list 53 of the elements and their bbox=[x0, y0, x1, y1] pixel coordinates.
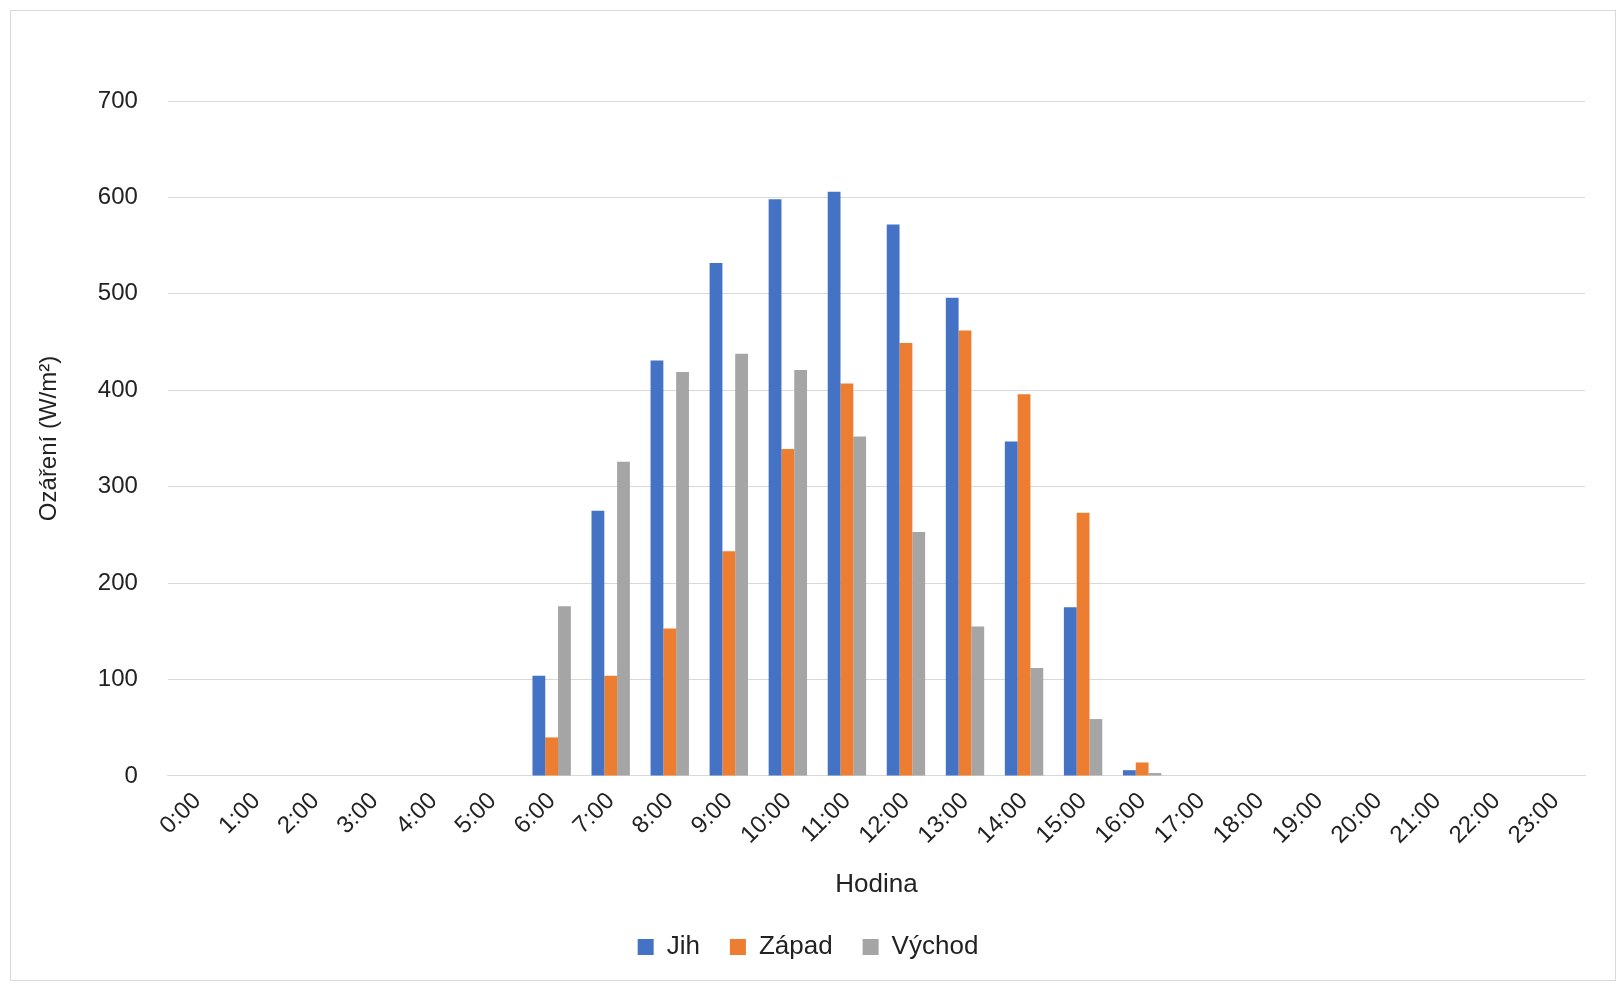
y-tick-label: 100 bbox=[97, 664, 138, 692]
x-axis-title: Hodina bbox=[835, 867, 919, 898]
y-tick-label: 0 bbox=[124, 760, 138, 788]
y-tick-label: 200 bbox=[97, 567, 138, 595]
x-tick-label: 6:00 bbox=[507, 786, 560, 839]
bar bbox=[676, 371, 689, 776]
x-tick-label: 5:00 bbox=[448, 786, 501, 839]
x-tick-label: 7:00 bbox=[566, 786, 619, 839]
bar bbox=[1122, 770, 1136, 776]
bar bbox=[1004, 441, 1018, 776]
y-tick-label: 300 bbox=[97, 471, 138, 499]
bar bbox=[781, 449, 795, 776]
y-tick-label: 500 bbox=[97, 278, 138, 306]
bar bbox=[709, 262, 723, 776]
bar bbox=[1030, 667, 1044, 776]
bar bbox=[971, 626, 985, 776]
bar bbox=[827, 191, 841, 776]
bar bbox=[663, 628, 677, 776]
bar bbox=[840, 383, 854, 776]
legend-label: Východ bbox=[891, 930, 979, 961]
bar bbox=[886, 224, 900, 776]
bar bbox=[591, 510, 605, 776]
bar bbox=[768, 199, 782, 776]
bar bbox=[545, 737, 559, 776]
bar bbox=[958, 330, 972, 776]
bar bbox=[735, 353, 748, 776]
y-tick-label: 700 bbox=[97, 85, 138, 113]
legend-label: Jih bbox=[666, 930, 700, 961]
bar bbox=[532, 675, 546, 776]
bar bbox=[945, 297, 959, 776]
bar bbox=[1135, 762, 1149, 776]
bar bbox=[1063, 607, 1077, 776]
bar bbox=[558, 606, 571, 776]
x-tick-label: 8:00 bbox=[625, 786, 678, 839]
bar bbox=[617, 461, 630, 776]
bar bbox=[1076, 512, 1090, 776]
bar bbox=[604, 675, 618, 776]
bar bbox=[794, 370, 808, 776]
y-axis-title: Ozáření (W/m²) bbox=[34, 355, 62, 522]
bar bbox=[853, 436, 867, 776]
bar bbox=[1017, 394, 1031, 776]
y-tick-label: 400 bbox=[97, 374, 138, 402]
y-tick-label: 600 bbox=[97, 182, 138, 210]
bar bbox=[722, 551, 736, 776]
x-tick-label: 9:00 bbox=[684, 786, 738, 839]
bar bbox=[899, 343, 913, 776]
legend-label: Západ bbox=[758, 930, 833, 961]
bar bbox=[650, 360, 664, 776]
x-tick-label: 0:00 bbox=[153, 786, 206, 839]
x-tick-label: 3:00 bbox=[330, 786, 383, 839]
bar bbox=[912, 532, 926, 776]
x-tick-label: 4:00 bbox=[389, 786, 442, 839]
bar bbox=[1089, 719, 1103, 776]
